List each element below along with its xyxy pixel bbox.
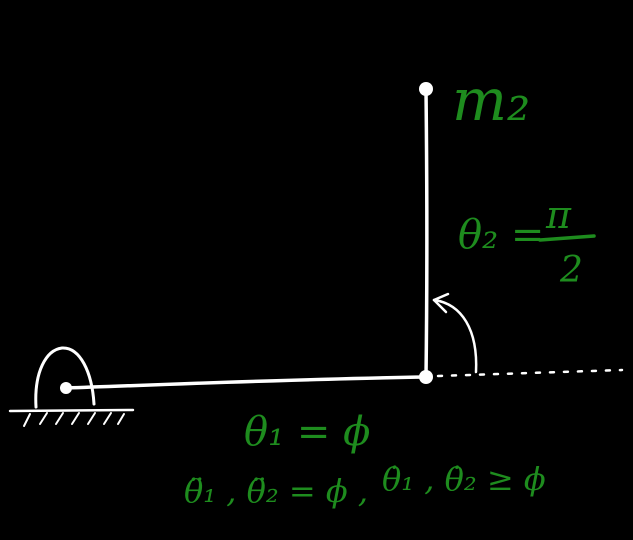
theta1-label: θ₁ = ϕ <box>244 409 370 455</box>
theta2-label: θ₂ = <box>458 212 544 258</box>
mass-2-label: m₂ <box>452 66 530 134</box>
mass-2-point <box>419 82 433 96</box>
accel-condition: θ̈₁ , θ̈₂ = ϕ , <box>184 472 368 510</box>
theta2-two: 2 <box>559 250 583 291</box>
pivot-housing <box>34 346 96 409</box>
fraction-bar <box>538 234 596 242</box>
link-1 <box>64 375 428 390</box>
theta2-pi: π <box>545 193 572 237</box>
reference-dashed-line <box>436 368 624 378</box>
velocity-condition: θ̇₁ , θ̇₂ ≥ ϕ <box>382 460 546 498</box>
theta2-angle-arrow <box>432 292 478 374</box>
ground-support <box>8 408 135 427</box>
link-2 <box>424 88 429 379</box>
